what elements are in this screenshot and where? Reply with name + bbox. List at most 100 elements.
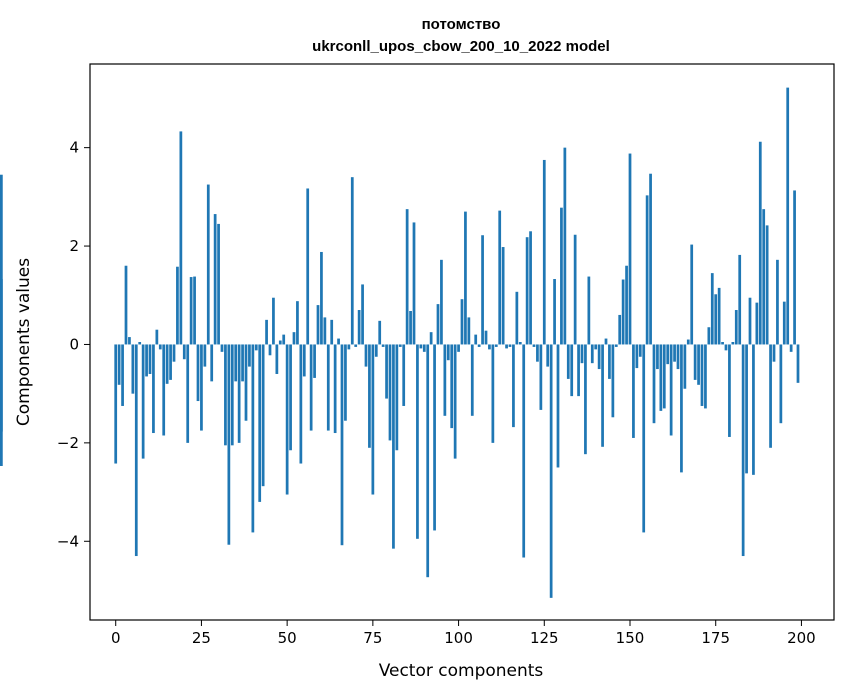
bar-111 — [494, 344, 498, 347]
bar-77 — [378, 320, 382, 345]
bar-69 — [350, 177, 354, 345]
bar-114 — [505, 344, 508, 349]
bar-79 — [385, 344, 388, 399]
bar-35 — [234, 344, 238, 382]
bar-41 — [254, 344, 258, 351]
bar-15 — [165, 344, 169, 384]
bar-171 — [700, 344, 704, 406]
bar-37 — [241, 344, 244, 382]
bar-30 — [217, 223, 220, 345]
x-axis-label: Vector components — [379, 661, 544, 681]
bar-175 — [714, 294, 718, 345]
bar-59 — [316, 305, 320, 345]
bar-199 — [796, 344, 800, 383]
bar-125 — [542, 159, 546, 345]
bar-44 — [265, 319, 268, 345]
bar-130 — [560, 207, 563, 345]
bar-100 — [457, 344, 460, 352]
bar-132 — [566, 344, 570, 379]
bar-181 — [734, 310, 738, 345]
bar-128 — [553, 279, 556, 345]
bar-134 — [573, 234, 577, 345]
bar-7 — [138, 342, 142, 345]
bar-165 — [680, 344, 683, 473]
x-tick-label: 25 — [192, 629, 211, 647]
bar-21 — [186, 344, 190, 443]
bar-32 — [224, 344, 227, 446]
bar-5 — [131, 344, 135, 394]
bar-63 — [330, 319, 334, 345]
bar-16 — [169, 344, 172, 380]
bar-154 — [642, 344, 646, 533]
bar-129 — [556, 344, 560, 468]
bar-117 — [515, 291, 519, 345]
bar-195 — [782, 301, 786, 345]
bar-123 — [536, 344, 539, 362]
bar-127 — [549, 344, 553, 598]
bar-108 — [484, 330, 488, 345]
bar-197 — [789, 344, 793, 352]
bar-126 — [546, 344, 550, 367]
bar-18 — [176, 266, 179, 345]
bar-undefined — [0, 344, 3, 466]
bar-undefined — [0, 174, 3, 345]
bar-52 — [292, 332, 296, 345]
bar-170 — [697, 344, 700, 385]
bar-142 — [601, 344, 604, 447]
bar-0 — [114, 344, 118, 464]
bar-12 — [155, 329, 159, 345]
bar-76 — [374, 344, 378, 357]
bar-82 — [395, 344, 399, 451]
bar-85 — [405, 209, 409, 345]
bar-135 — [577, 344, 580, 397]
bar-121 — [529, 231, 532, 345]
bar-137 — [584, 344, 587, 455]
y-tick-label: −2 — [57, 434, 79, 452]
bar-95 — [440, 259, 443, 345]
bar-11 — [152, 344, 155, 434]
bar-150 — [628, 153, 632, 345]
bar-54 — [299, 344, 303, 464]
bar-33 — [227, 344, 231, 545]
bar-27 — [206, 184, 210, 345]
bar-6 — [134, 344, 138, 557]
bar-106 — [477, 344, 481, 347]
bar-38 — [244, 344, 248, 421]
x-tick-label: 200 — [787, 629, 816, 647]
bar-176 — [717, 287, 721, 345]
bar-24 — [196, 344, 200, 402]
bar-193 — [776, 259, 779, 345]
bar-161 — [666, 344, 670, 365]
bar-25 — [200, 344, 203, 431]
bar-138 — [587, 276, 591, 345]
bar-28 — [210, 344, 214, 382]
bar-109 — [488, 344, 491, 350]
bar-124 — [539, 344, 543, 410]
bar-20 — [182, 344, 186, 360]
bar-57 — [309, 344, 313, 431]
plot-frame — [89, 63, 835, 621]
y-tick-label: 0 — [69, 335, 79, 353]
bar-103 — [467, 317, 471, 345]
bar-168 — [690, 244, 694, 345]
bar-2 — [121, 344, 124, 406]
bar-61 — [323, 317, 327, 345]
x-tick-label: 125 — [530, 629, 559, 647]
bar-167 — [686, 339, 690, 345]
bar-80 — [388, 344, 392, 441]
chart-subtitle: ukrconll_upos_cbow_200_10_2022 model — [312, 38, 610, 55]
bar-84 — [402, 344, 406, 406]
y-axis-label: Components values — [14, 258, 34, 426]
bar-66 — [340, 344, 344, 546]
bar-47 — [275, 344, 279, 374]
bar-183 — [741, 344, 745, 557]
bar-87 — [412, 222, 416, 345]
bar-122 — [532, 344, 536, 347]
x-tick-label: 150 — [616, 629, 645, 647]
bar-4 — [128, 337, 131, 345]
bar-8 — [141, 344, 145, 459]
bar-78 — [381, 344, 385, 347]
bar-187 — [755, 302, 759, 345]
bar-101 — [460, 299, 464, 345]
